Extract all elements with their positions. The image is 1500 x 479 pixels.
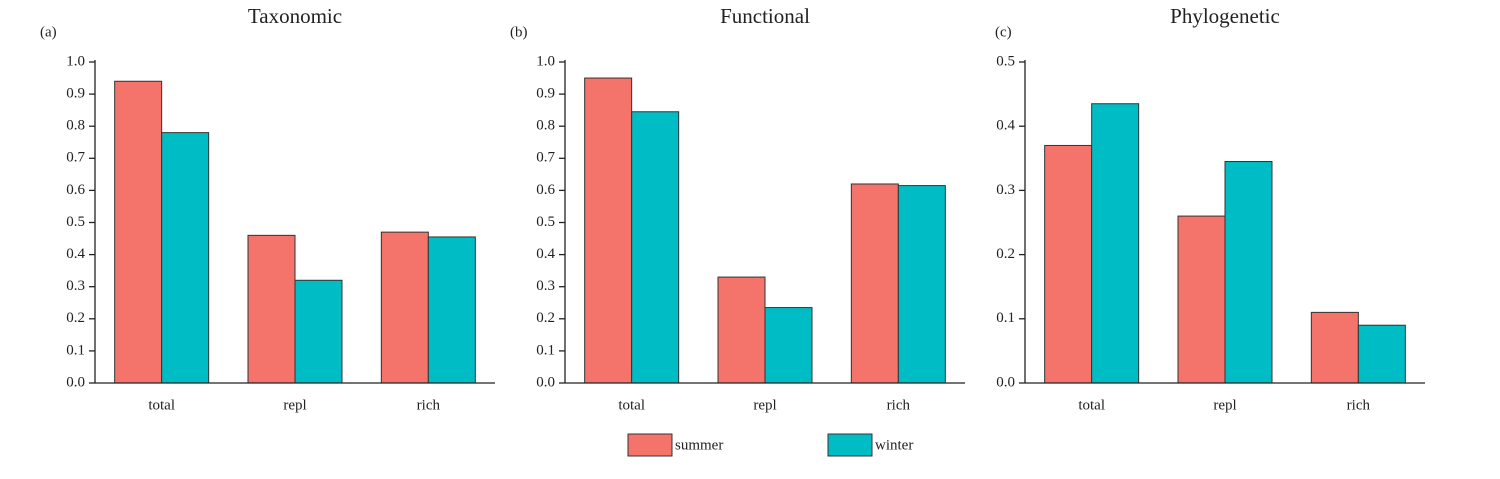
bar	[380, 231, 429, 384]
bar	[1224, 161, 1273, 384]
bar	[631, 111, 680, 384]
y-tick-label: 0.3	[536, 278, 555, 294]
bar	[1044, 144, 1093, 384]
y-tick-label: 0.1	[66, 342, 85, 358]
y-tick-label: 0.5	[536, 214, 555, 230]
y-tick-label: 0.2	[996, 246, 1015, 262]
bar	[1177, 215, 1226, 384]
x-tick-label: total	[1078, 397, 1105, 413]
y-tick-label: 0.8	[66, 118, 85, 134]
y-tick-label: 0.8	[536, 118, 555, 134]
y-tick-label: 0.6	[66, 182, 85, 198]
x-tick-label: rich	[417, 397, 441, 413]
legend-swatch	[827, 433, 873, 457]
y-tick-label: 0.7	[66, 150, 85, 166]
y-tick-label: 0.1	[996, 310, 1015, 326]
chart-title: Functional	[720, 4, 810, 28]
y-tick-label: 0.7	[536, 150, 555, 166]
y-tick-label: 0.3	[996, 182, 1015, 198]
bar	[161, 132, 210, 384]
bar	[764, 307, 813, 384]
y-tick-label: 0.0	[66, 374, 85, 390]
bar	[114, 80, 163, 384]
y-tick-label: 0.2	[66, 310, 85, 326]
legend-label: winter	[875, 437, 913, 453]
x-tick-label: rich	[1347, 397, 1371, 413]
bar	[717, 276, 766, 384]
legend-label: summer	[675, 437, 723, 453]
x-tick-label: repl	[283, 397, 306, 413]
x-tick-label: rich	[887, 397, 911, 413]
y-tick-label: 1.0	[66, 53, 85, 69]
legend-swatch	[627, 433, 673, 457]
x-tick-label: repl	[1213, 397, 1236, 413]
y-tick-label: 0.6	[536, 182, 555, 198]
x-tick-label: repl	[753, 397, 776, 413]
x-tick-label: total	[148, 397, 175, 413]
bar	[247, 234, 296, 384]
chart-title: Phylogenetic	[1170, 4, 1280, 28]
panel-label: (a)	[40, 24, 57, 40]
y-tick-label: 0.0	[536, 374, 555, 390]
bar	[1091, 103, 1140, 384]
bar	[427, 236, 476, 384]
y-tick-label: 0.9	[536, 86, 555, 102]
y-tick-label: 0.1	[536, 342, 555, 358]
y-tick-label: 0.4	[66, 246, 85, 262]
y-tick-label: 1.0	[536, 53, 555, 69]
bar	[897, 185, 946, 384]
bar	[1310, 311, 1359, 384]
y-tick-label: 0.5	[996, 53, 1015, 69]
y-tick-label: 0.0	[996, 374, 1015, 390]
bar	[584, 77, 633, 384]
bar	[850, 183, 899, 384]
y-tick-label: 0.5	[66, 214, 85, 230]
panel-label: (c)	[995, 24, 1012, 40]
chart-title: Taxonomic	[248, 4, 342, 28]
bar	[294, 279, 343, 384]
panel-label: (b)	[510, 24, 528, 40]
y-tick-label: 0.4	[996, 118, 1015, 134]
x-tick-label: total	[618, 397, 645, 413]
y-tick-label: 0.9	[66, 86, 85, 102]
y-tick-label: 0.2	[536, 310, 555, 326]
bar	[1357, 324, 1406, 384]
y-tick-label: 0.4	[536, 246, 555, 262]
y-tick-label: 0.3	[66, 278, 85, 294]
